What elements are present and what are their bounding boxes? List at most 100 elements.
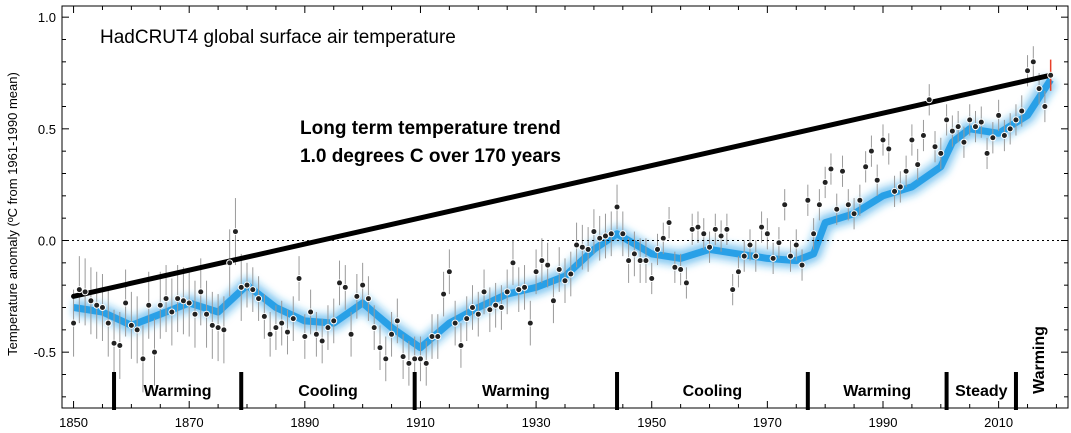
data-point <box>873 176 881 184</box>
x-tick-label: 1890 <box>290 415 319 430</box>
data-point <box>786 252 794 260</box>
data-point <box>133 326 141 334</box>
data-point <box>862 163 870 171</box>
data-point <box>283 328 291 336</box>
x-tick-label: 1910 <box>406 415 435 430</box>
data-point <box>364 295 372 303</box>
period-label: Cooling <box>298 383 358 400</box>
data-point <box>428 333 436 341</box>
data-point <box>601 232 609 240</box>
data-point <box>758 223 766 231</box>
data-point <box>642 257 650 265</box>
data-point <box>977 118 985 126</box>
data-point <box>677 266 685 274</box>
data-point <box>324 324 332 332</box>
data-point <box>694 223 702 231</box>
data-point <box>492 301 500 309</box>
data-point <box>104 319 112 327</box>
data-point <box>844 201 852 209</box>
data-point <box>792 241 800 249</box>
data-point <box>746 241 754 249</box>
data-point <box>434 333 442 341</box>
data-point <box>388 330 396 338</box>
data-point <box>197 288 205 296</box>
data-point <box>301 333 309 341</box>
x-tick-label: 1950 <box>637 415 666 430</box>
data-point <box>700 230 708 238</box>
data-point <box>532 268 540 276</box>
data-point <box>584 245 592 253</box>
data-point <box>573 241 581 249</box>
period-dividers <box>112 372 1018 410</box>
data-point <box>179 297 187 305</box>
data-point <box>226 259 234 267</box>
data-point <box>596 234 604 242</box>
axes: 1850 1870 1890 1910 1930 1950 1970 1990 2010 -0.5… <box>34 5 1069 430</box>
data-point <box>376 344 384 352</box>
data-point <box>249 286 257 294</box>
data-point <box>359 281 367 289</box>
y-axis-label: Temperature anomaly (ºC from 1961-1990 m… <box>5 72 20 356</box>
data-point <box>971 123 979 131</box>
x-tick-label: 1930 <box>522 415 551 430</box>
data-point <box>509 259 517 267</box>
data-point <box>208 321 216 329</box>
data-point <box>503 288 511 296</box>
data-point <box>341 283 349 291</box>
period-label: Cooling <box>683 383 743 400</box>
y-tick-label: 1.0 <box>38 10 56 25</box>
data-point <box>625 257 633 265</box>
data-point <box>561 277 569 285</box>
data-point <box>440 290 448 298</box>
data-point <box>995 111 1003 119</box>
data-point <box>937 149 945 157</box>
data-point <box>87 297 95 305</box>
data-point <box>943 116 951 124</box>
data-point <box>116 341 124 349</box>
data-point <box>370 324 378 332</box>
x-tick-label: 1870 <box>175 415 204 430</box>
data-point <box>590 228 598 236</box>
data-point <box>312 330 320 338</box>
trend-annotation-line2: 1.0 degrees C over 170 years <box>300 146 561 167</box>
data-point <box>318 337 326 345</box>
data-point <box>729 286 737 294</box>
data-point <box>81 288 89 296</box>
data-point <box>480 288 488 296</box>
data-point <box>1029 58 1037 66</box>
data-point <box>769 254 777 262</box>
data-point <box>411 355 419 363</box>
data-point <box>607 230 615 238</box>
period-label: Warming <box>843 383 911 400</box>
data-point <box>295 274 303 282</box>
data-point <box>891 187 899 195</box>
data-point <box>989 134 997 142</box>
data-point <box>93 301 101 309</box>
data-point <box>740 252 748 260</box>
y-tick-label: -0.5 <box>34 345 56 360</box>
data-point <box>682 279 690 287</box>
data-point <box>706 243 714 251</box>
data-point <box>919 132 927 140</box>
data-point <box>723 225 731 233</box>
data-point <box>821 178 829 186</box>
data-point <box>827 165 835 173</box>
data-point <box>567 270 575 278</box>
data-point <box>405 359 413 367</box>
annual-points <box>70 58 1055 367</box>
data-point <box>954 123 962 131</box>
data-point <box>781 201 789 209</box>
data-point <box>1024 67 1032 75</box>
data-point <box>775 239 783 247</box>
data-point <box>156 301 164 309</box>
data-point <box>422 359 430 367</box>
data-point <box>289 315 297 323</box>
y-tick-label: 0.5 <box>38 122 56 137</box>
data-point <box>168 308 176 316</box>
data-point <box>549 297 557 305</box>
data-point <box>203 310 211 318</box>
period-label: Steady <box>955 383 1008 400</box>
x-tick-label: 1850 <box>59 415 88 430</box>
data-point <box>659 234 667 242</box>
